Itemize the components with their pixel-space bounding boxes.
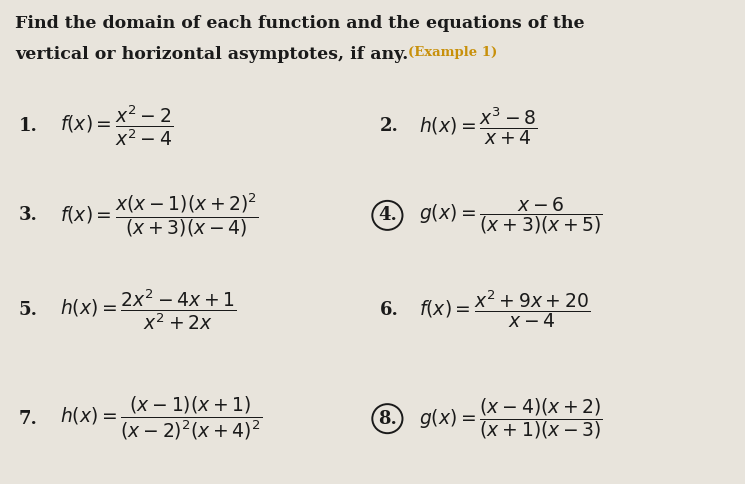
Text: $f(x) = \dfrac{x^2-2}{x^2-4}$: $f(x) = \dfrac{x^2-2}{x^2-4}$ [60, 104, 173, 148]
Text: 4.: 4. [378, 206, 397, 225]
Text: $g(x) = \dfrac{(x-4)(x+2)}{(x+1)(x-3)}$: $g(x) = \dfrac{(x-4)(x+2)}{(x+1)(x-3)}$ [419, 396, 603, 441]
Text: 6.: 6. [380, 301, 399, 319]
Text: vertical or horizontal asymptotes, if any.: vertical or horizontal asymptotes, if an… [15, 46, 408, 63]
Text: 1.: 1. [19, 117, 37, 135]
Text: 8.: 8. [378, 409, 397, 428]
Text: $f(x) = \dfrac{x^2+9x+20}{x-4}$: $f(x) = \dfrac{x^2+9x+20}{x-4}$ [419, 289, 590, 331]
Text: $f(x) = \dfrac{x(x-1)(x+2)^2}{(x+3)(x-4)}$: $f(x) = \dfrac{x(x-1)(x+2)^2}{(x+3)(x-4)… [60, 192, 259, 239]
Text: 2.: 2. [380, 117, 399, 135]
Text: 5.: 5. [19, 301, 38, 319]
Text: (Example 1): (Example 1) [408, 46, 498, 59]
Text: 7.: 7. [19, 409, 37, 428]
Text: $h(x) = \dfrac{(x-1)(x+1)}{(x-2)^2(x+4)^2}$: $h(x) = \dfrac{(x-1)(x+1)}{(x-2)^2(x+4)^… [60, 395, 261, 442]
Text: $h(x) = \dfrac{x^3-8}{x+4}$: $h(x) = \dfrac{x^3-8}{x+4}$ [419, 105, 537, 147]
Text: $g(x) = \dfrac{x-6}{(x+3)(x+5)}$: $g(x) = \dfrac{x-6}{(x+3)(x+5)}$ [419, 195, 603, 236]
Text: 3.: 3. [19, 206, 37, 225]
Text: $h(x) = \dfrac{2x^2-4x+1}{x^2+2x}$: $h(x) = \dfrac{2x^2-4x+1}{x^2+2x}$ [60, 287, 236, 332]
Text: Find the domain of each function and the equations of the: Find the domain of each function and the… [15, 15, 585, 31]
